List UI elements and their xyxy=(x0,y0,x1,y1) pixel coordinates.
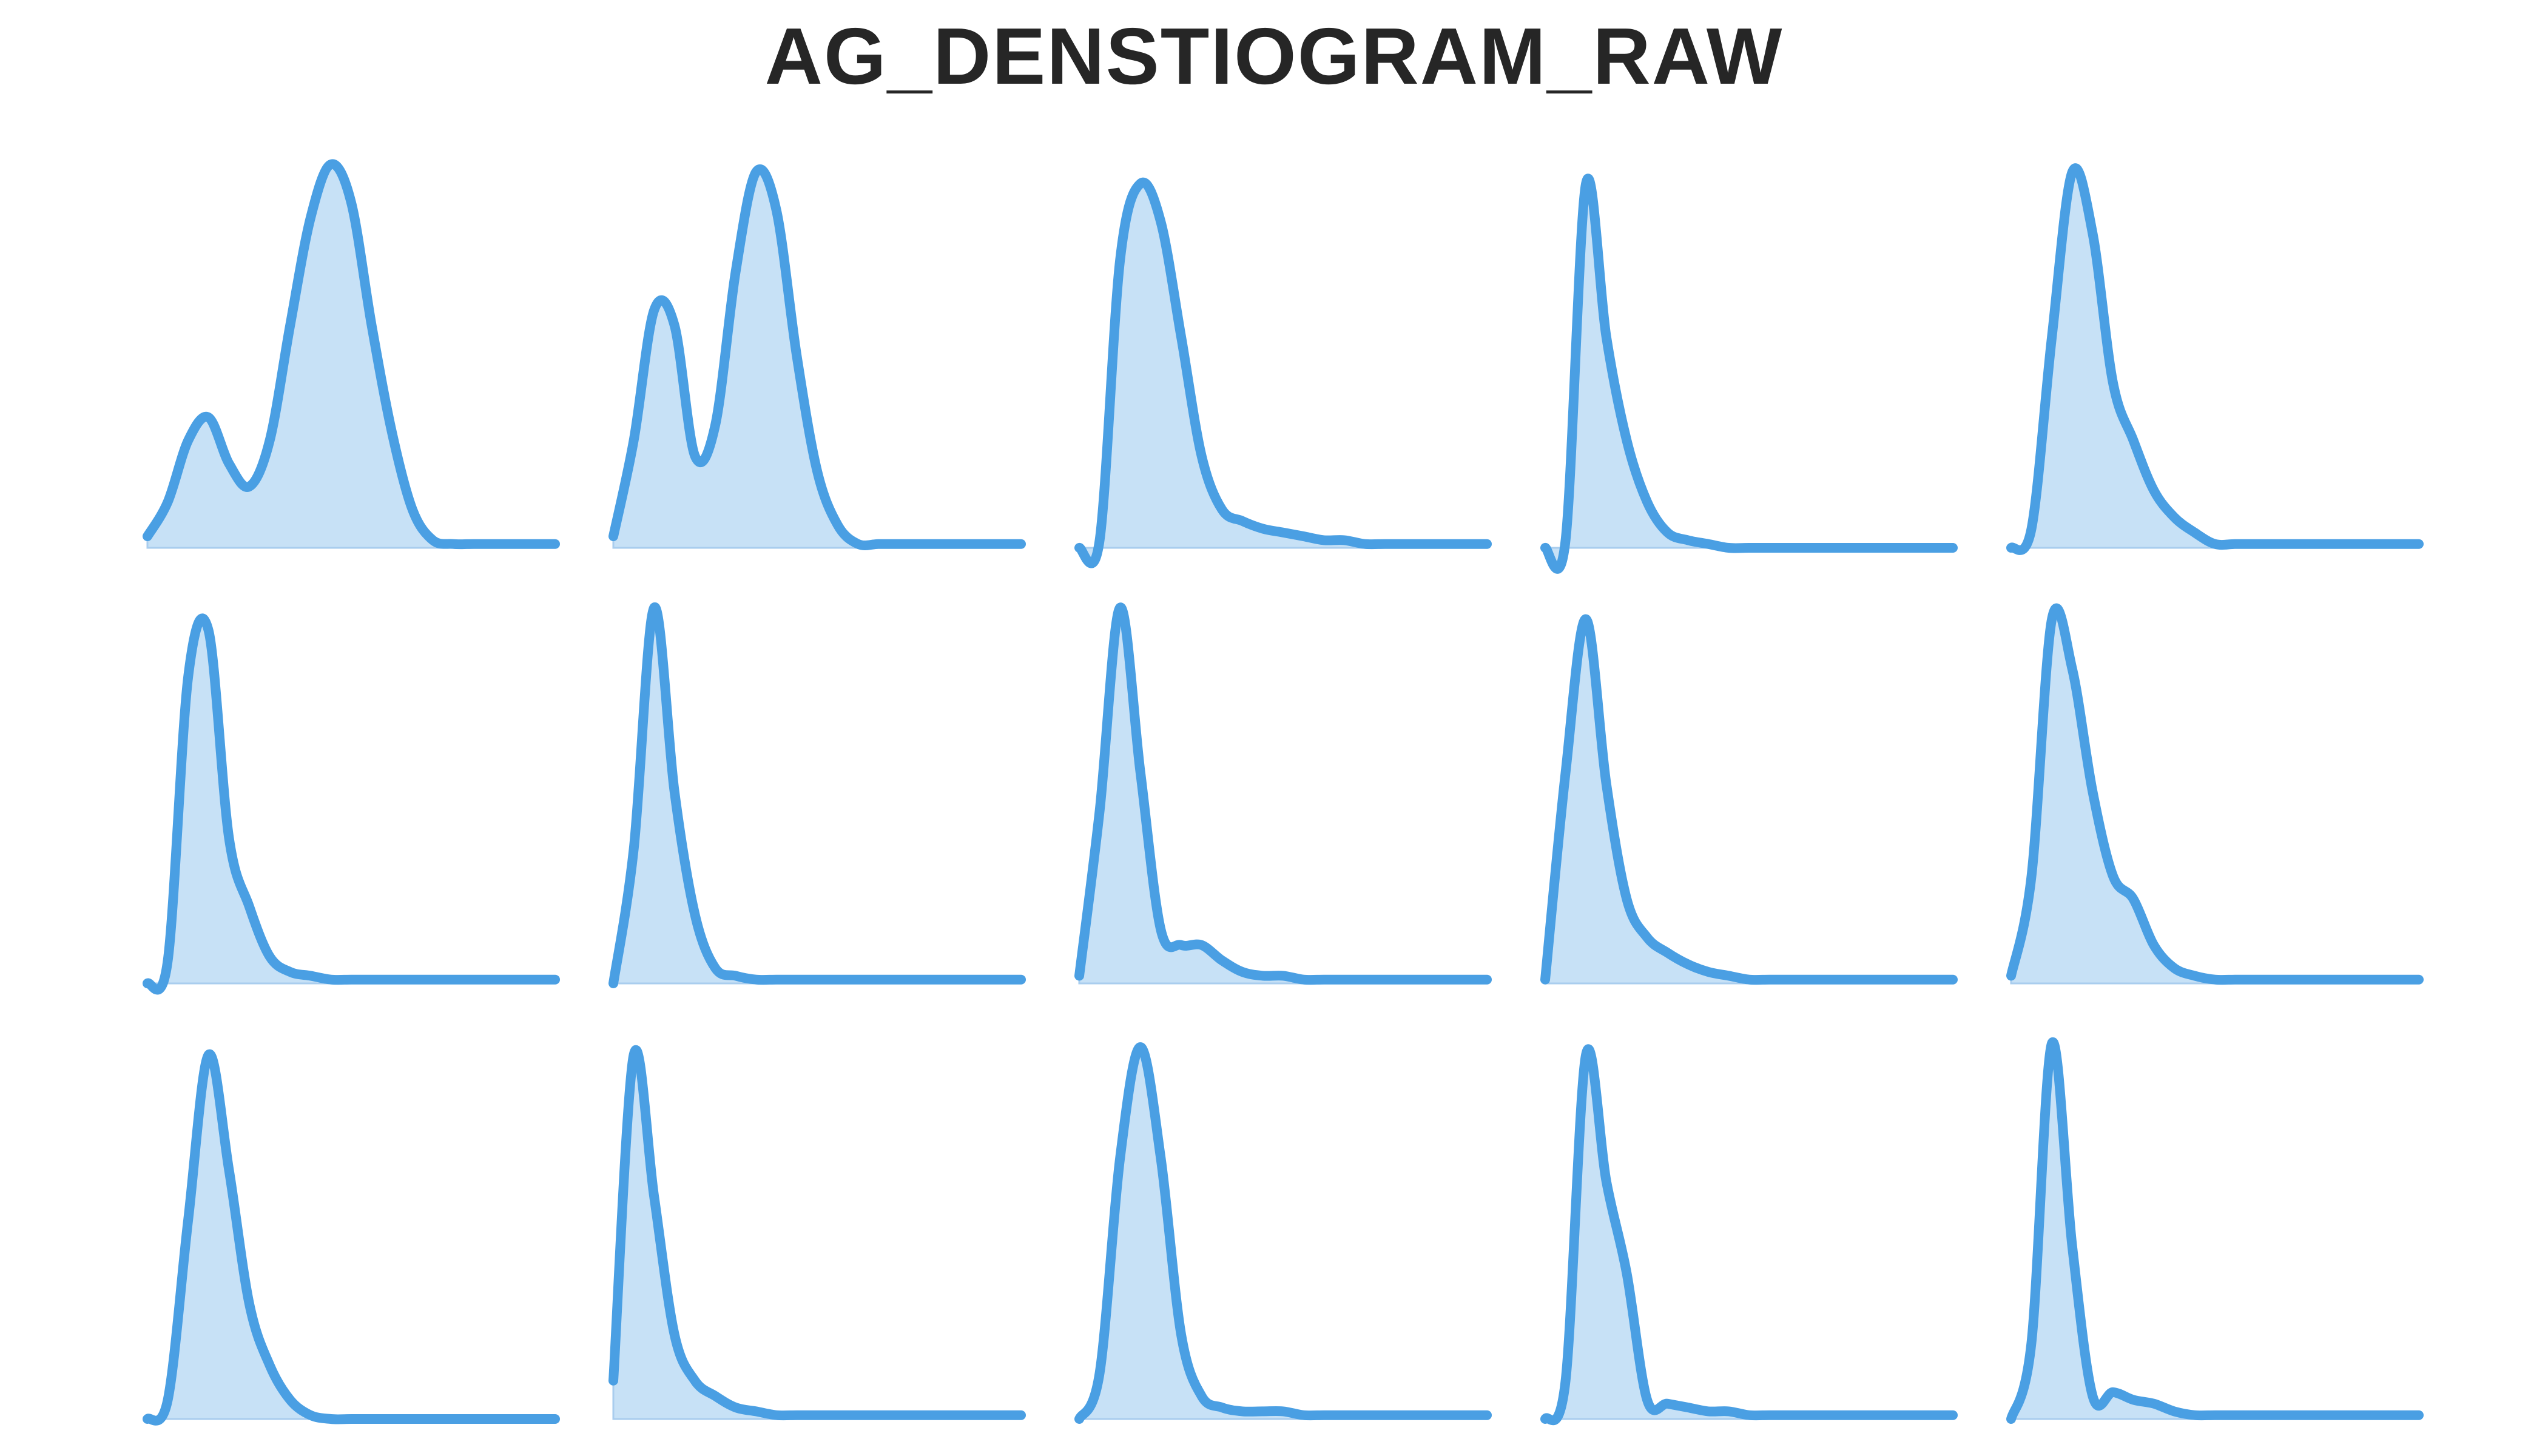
density-panel-5 xyxy=(2006,163,2424,555)
density-line-4 xyxy=(1540,174,1958,574)
density-line-14 xyxy=(1540,1044,1958,1426)
density-line-7 xyxy=(608,602,1026,988)
density-line-10 xyxy=(2006,603,2424,985)
density-area-2 xyxy=(612,168,1022,549)
density-line-5 xyxy=(2006,163,2424,555)
density-panel-13 xyxy=(1074,1042,1492,1424)
density-panel-4 xyxy=(1540,174,1958,574)
density-area-14 xyxy=(1543,1048,1954,1421)
density-area-4 xyxy=(1544,177,1953,570)
density-panel-9 xyxy=(1540,614,1958,985)
density-line-11 xyxy=(143,1049,560,1426)
density-panel-8 xyxy=(1074,602,1492,985)
density-line-13 xyxy=(1074,1042,1492,1424)
density-area-11 xyxy=(145,1053,555,1422)
density-area-13 xyxy=(1077,1046,1488,1420)
density-area-6 xyxy=(145,617,556,991)
density-panel-1 xyxy=(143,159,560,550)
density-line-6 xyxy=(143,613,560,995)
density-panel-2 xyxy=(608,164,1026,550)
density-panel-7 xyxy=(608,602,1026,988)
density-panel-15 xyxy=(2006,1037,2424,1424)
density-panel-12 xyxy=(608,1045,1026,1421)
density-panel-14 xyxy=(1540,1044,1958,1426)
density-panel-3 xyxy=(1074,177,1492,568)
density-area-12 xyxy=(612,1049,1022,1420)
density-line-2 xyxy=(608,164,1026,550)
panels-group xyxy=(143,159,2424,1426)
density-panel-10 xyxy=(2006,603,2424,985)
density-area-5 xyxy=(2009,167,2420,551)
density-line-9 xyxy=(1540,614,1958,985)
density-line-12 xyxy=(608,1045,1026,1421)
chart-title: AG_DENSTIOGRAM_RAW xyxy=(764,12,1784,101)
density-panel-11 xyxy=(143,1049,560,1426)
density-area-3 xyxy=(1078,181,1488,565)
density-panel-6 xyxy=(143,613,560,995)
density-line-8 xyxy=(1074,602,1492,985)
density-line-3 xyxy=(1074,177,1492,568)
density-line-1 xyxy=(143,159,560,550)
density-line-15 xyxy=(2006,1037,2424,1424)
